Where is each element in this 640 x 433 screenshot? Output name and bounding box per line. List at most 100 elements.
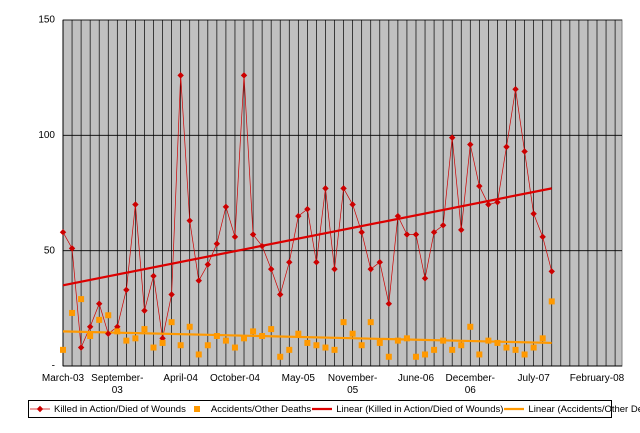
data-point: [358, 342, 365, 349]
data-point: [259, 333, 266, 340]
trend-line: [62, 330, 552, 345]
data-point: [204, 261, 212, 268]
data-point: [412, 231, 420, 238]
data-point: [86, 323, 94, 330]
data-point: [59, 229, 67, 236]
legend-swatch: [193, 406, 200, 412]
legend: Killed in Action/Died of Wounds Accidents…: [28, 400, 640, 418]
y-tick-label: 50: [44, 245, 56, 256]
data-point: [313, 342, 320, 349]
data-point: [60, 346, 66, 353]
data-point: [358, 229, 365, 236]
data-point: [403, 231, 411, 238]
data-point: [476, 182, 483, 190]
data-point: [222, 203, 230, 211]
x-tick-label: May-05: [281, 373, 315, 384]
data-point: [213, 240, 221, 247]
x-tick-label: February-08: [569, 373, 625, 384]
x-tick-label: October-04: [209, 373, 260, 384]
data-point: [322, 185, 329, 192]
data-point: [467, 141, 474, 148]
data-point: [277, 353, 284, 360]
data-point: [68, 245, 76, 252]
data-point: [439, 222, 447, 229]
data-point: [195, 277, 202, 284]
data-point: [530, 210, 537, 217]
data-point: [186, 217, 193, 224]
data-point: [213, 333, 220, 340]
data-point: [503, 344, 510, 351]
data-point: [95, 300, 103, 307]
data-point: [267, 265, 275, 273]
data-point: [340, 319, 347, 326]
x-tick-label: March-03: [41, 373, 85, 384]
data-point: [494, 339, 501, 346]
data-point: [394, 212, 402, 220]
legend-label: Accidents/Other Deaths: [210, 403, 312, 415]
legend-label: Killed in Action/Died of Wounds: [54, 403, 186, 415]
data-point: [195, 351, 202, 358]
data-point: [322, 344, 329, 351]
data-point: [241, 335, 248, 342]
data-point: [277, 291, 284, 298]
data-point: [231, 344, 238, 351]
data-point: [485, 201, 492, 208]
y-tick-label: -: [52, 361, 55, 372]
data-point: [77, 344, 85, 351]
data-point: [105, 312, 112, 319]
data-point: [304, 205, 311, 213]
data-point: [258, 242, 266, 250]
data-point: [331, 265, 338, 273]
data-point: [304, 339, 311, 346]
data-point: [340, 185, 347, 192]
plot-area: [62, 19, 623, 367]
data-point: [286, 258, 293, 266]
data-point: [286, 346, 293, 353]
x-tick-label: September-03: [91, 373, 144, 396]
data-point: [449, 346, 456, 353]
x-tick-label: June-06: [397, 373, 435, 384]
data-point: [512, 85, 519, 93]
data-point: [521, 351, 528, 358]
data-point: [177, 342, 184, 349]
data-point: [349, 330, 356, 337]
data-point: [548, 268, 555, 275]
data-point: [458, 226, 465, 234]
data-point: [177, 72, 184, 79]
data-point: [367, 319, 374, 326]
y-tick-label: 100: [38, 130, 55, 141]
data-point: [132, 201, 139, 208]
data-point: [268, 326, 275, 333]
data-point: [503, 143, 510, 151]
data-point: [485, 337, 492, 344]
data-point: [376, 258, 383, 266]
data-point: [539, 335, 546, 342]
legend-label: Linear (Killed in Action/Died of Wounds): [336, 403, 504, 415]
data-point: [78, 296, 85, 303]
data-point: [150, 344, 157, 351]
data-point: [204, 342, 211, 349]
data-point: [422, 351, 429, 358]
legend-label: Linear (Accidents/Other Deaths): [528, 403, 640, 415]
data-point: [295, 330, 302, 337]
data-point: [521, 148, 528, 155]
data-point: [476, 351, 483, 358]
legend-marker: [193, 406, 200, 412]
data-point: [250, 328, 257, 335]
y-tick-label: 150: [38, 15, 55, 26]
data-point: [385, 300, 393, 307]
data-point: [114, 328, 121, 335]
data-point: [458, 342, 465, 349]
data-point: [349, 201, 356, 208]
data-point: [530, 344, 537, 351]
data-point: [222, 337, 229, 344]
legend-swatch: [504, 407, 525, 411]
data-point: [331, 346, 338, 353]
legend-item: Killed in Action/Died of Wounds: [29, 404, 186, 415]
data-point: [367, 265, 374, 273]
data-point: [105, 330, 112, 337]
legend-swatch: [30, 405, 50, 413]
data-point: [548, 298, 555, 305]
data-point: [168, 319, 175, 326]
data-point: [412, 353, 419, 360]
